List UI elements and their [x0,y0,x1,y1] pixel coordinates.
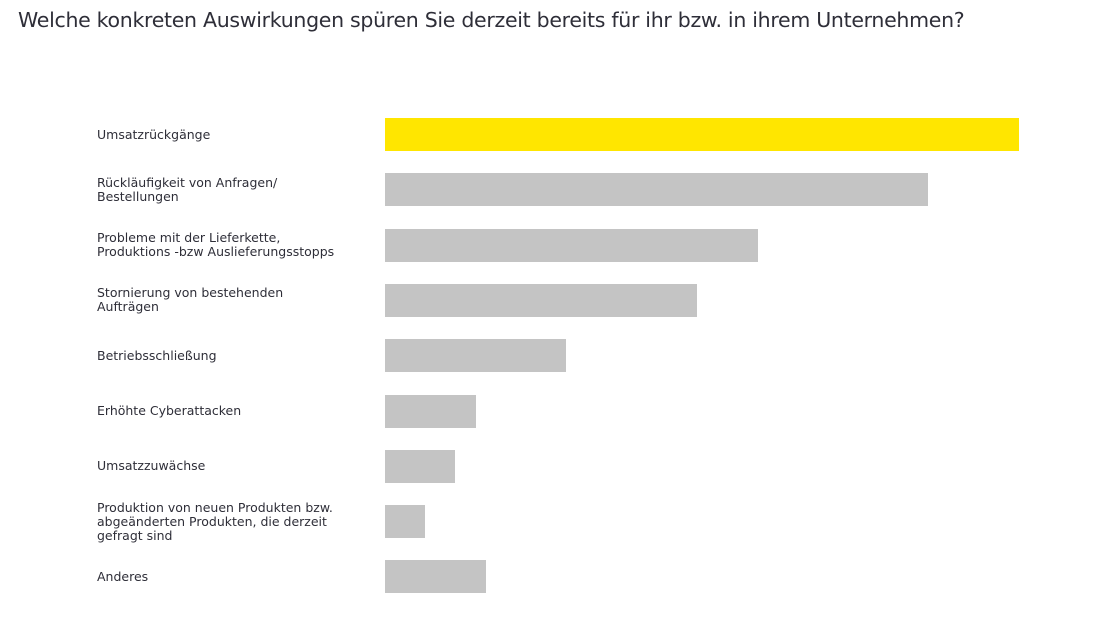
category-label: Stornierung von bestehenden Aufträgen [97,285,284,315]
bar [385,449,455,483]
bar [385,228,758,262]
bar [385,339,566,373]
bar [385,283,697,317]
category-label: Produktion von neuen Produkten bzw. abge… [97,499,333,543]
category-label: Umsatzzuwächse [97,458,206,474]
category-label: Betriebsschließung [97,347,217,363]
bar [385,173,928,207]
category-label: Erhöhte Cyberattacken [97,403,242,418]
category-label: Anderes [97,568,149,584]
page-title: Welche konkreten Auswirkungen spüren Sie… [18,8,965,32]
category-label: Probleme mit der Lieferkette, Produktion… [97,230,335,260]
bar [385,118,1019,151]
bar [385,505,425,539]
category-label: Rückläufigkeit von Anfragen/ Bestellunge… [97,174,278,204]
bar [385,394,477,428]
bar [385,560,486,594]
category-label: Umsatzrückgänge [97,126,211,142]
